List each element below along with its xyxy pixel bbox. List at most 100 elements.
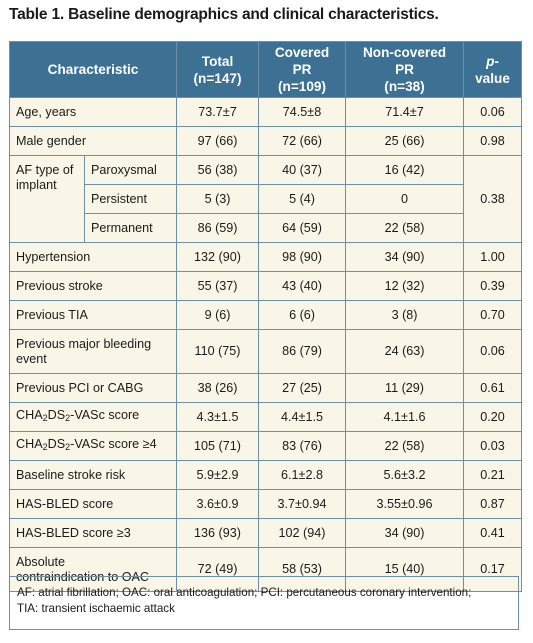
row-label: HAS-BLED score ≥3 bbox=[8, 518, 178, 548]
table-row: HAS-BLED score 3.6±0.9 3.7±0.94 3.55±0.9… bbox=[8, 489, 523, 519]
header-row: Characteristic Total (n=147) Covered PR (n… bbox=[8, 41, 523, 98]
cell-covered: 58 (53) bbox=[258, 547, 347, 592]
cell-total: 55 (37) bbox=[176, 271, 260, 301]
cell-covered: 40 (37) bbox=[258, 155, 347, 185]
header-noncovered-line1: Non-covered PR bbox=[362, 45, 447, 77]
row-label-line1: Absolute bbox=[16, 554, 66, 569]
cell-total: 38 (26) bbox=[176, 373, 260, 403]
cell-pvalue: 0.20 bbox=[463, 402, 523, 432]
cell-noncovered: 3.55±0.96 bbox=[345, 489, 465, 519]
cell-noncovered: 16 (42) bbox=[345, 155, 465, 185]
cell-covered: 102 (94) bbox=[258, 518, 347, 548]
table-row: HAS-BLED score ≥3 136 (93) 102 (94) 34 (… bbox=[8, 518, 523, 548]
footnote-line1: AF: atrial fibrillation; OAC: oral antic… bbox=[17, 586, 472, 599]
cell-pvalue: 0.70 bbox=[463, 300, 523, 330]
cell-total: 72 (49) bbox=[176, 547, 260, 592]
header-covered: Covered PR (n=109) bbox=[258, 41, 347, 98]
row-sublabel: Permanent bbox=[83, 213, 178, 243]
row-label: Age, years bbox=[8, 97, 178, 127]
cell-noncovered: 12 (32) bbox=[345, 271, 465, 301]
label-part: CHA bbox=[16, 437, 43, 451]
table-row: CHA2DS2-VASc score 4.3±1.5 4.4±1.5 4.1±1… bbox=[8, 402, 523, 432]
header-covered-line2: (n=109) bbox=[278, 79, 326, 94]
table-row: Hypertension 132 (90) 98 (90) 34 (90) 1.… bbox=[8, 242, 523, 272]
cell-total: 86 (59) bbox=[176, 213, 260, 243]
row-sublabel: Paroxysmal bbox=[83, 155, 178, 185]
row-label: Male gender bbox=[8, 126, 178, 156]
cell-covered: 64 (59) bbox=[258, 213, 347, 243]
cell-total: 73.7±7 bbox=[176, 97, 260, 127]
label-part: DS bbox=[47, 408, 66, 422]
footnote-line2: TIA: transient ischaemic attack bbox=[17, 602, 175, 615]
cell-covered: 6 (6) bbox=[258, 300, 347, 330]
row-label: HAS-BLED score bbox=[8, 489, 178, 519]
cell-total: 97 (66) bbox=[176, 126, 260, 156]
cell-noncovered: 71.4±7 bbox=[345, 97, 465, 127]
cell-covered: 72 (66) bbox=[258, 126, 347, 156]
cell-noncovered: 11 (29) bbox=[345, 373, 465, 403]
cell-covered: 86 (79) bbox=[258, 329, 347, 374]
table-row: CHA2DS2-VASc score ≥4 105 (71) 83 (76) 2… bbox=[8, 431, 523, 461]
label-part: CHA bbox=[16, 408, 43, 422]
cell-covered: 6.1±2.8 bbox=[258, 460, 347, 490]
cell-noncovered: 15 (40) bbox=[345, 547, 465, 592]
cell-pvalue: 0.38 bbox=[463, 155, 523, 243]
row-label: Previous stroke bbox=[8, 271, 178, 301]
cell-total: 3.6±0.9 bbox=[176, 489, 260, 519]
label-subscript: 2 bbox=[65, 413, 71, 423]
table-caption: Table 1. Baseline demographics and clini… bbox=[9, 6, 439, 23]
header-pvalue-rest: -value bbox=[475, 53, 510, 86]
cell-pvalue: 0.41 bbox=[463, 518, 523, 548]
row-label-line1: Previous major bleeding bbox=[16, 336, 152, 351]
cell-total: 136 (93) bbox=[176, 518, 260, 548]
row-label: Hypertension bbox=[8, 242, 178, 272]
cell-pvalue: 0.87 bbox=[463, 489, 523, 519]
table-row: Persistent 5 (3) 5 (4) 0 bbox=[10, 184, 522, 214]
table-row: Previous PCI or CABG 38 (26) 27 (25) 11 … bbox=[8, 373, 523, 403]
label-part: -VASc score bbox=[70, 408, 140, 422]
cell-pvalue: 0.17 bbox=[463, 547, 523, 592]
row-sublabel: Persistent bbox=[83, 184, 178, 214]
cell-pvalue: 0.98 bbox=[463, 126, 523, 156]
cell-noncovered: 34 (90) bbox=[345, 518, 465, 548]
row-label: Previous TIA bbox=[8, 300, 178, 330]
cell-total: 132 (90) bbox=[176, 242, 260, 272]
cell-total: 105 (71) bbox=[176, 431, 260, 461]
table-row: Absolute contraindication to OAC 72 (49) … bbox=[8, 547, 523, 592]
label-part: DS bbox=[47, 437, 66, 451]
table-row: Male gender 97 (66) 72 (66) 25 (66) 0.98 bbox=[8, 126, 523, 156]
table-row: Previous TIA 9 (6) 6 (6) 3 (8) 0.70 bbox=[8, 300, 523, 330]
header-characteristic: Characteristic bbox=[8, 41, 178, 98]
cell-noncovered: 34 (90) bbox=[345, 242, 465, 272]
row-label: CHA2DS2-VASc score ≥4 bbox=[8, 431, 178, 461]
row-label: Absolute contraindication to OAC bbox=[8, 547, 178, 592]
row-label: Previous major bleeding event bbox=[8, 329, 178, 374]
demographics-table: Characteristic Total (n=147) Covered PR (n… bbox=[8, 41, 523, 592]
cell-noncovered: 25 (66) bbox=[345, 126, 465, 156]
header-covered-line1: Covered PR bbox=[274, 45, 330, 77]
header-total: Total (n=147) bbox=[176, 41, 260, 98]
table-row: Baseline stroke risk 5.9±2.9 6.1±2.8 5.6… bbox=[8, 460, 523, 490]
header-pvalue-italic: p bbox=[486, 53, 495, 69]
label-subscript: 2 bbox=[65, 442, 71, 452]
cell-pvalue: 0.39 bbox=[463, 271, 523, 301]
row-label: CHA2DS2-VASc score bbox=[8, 402, 178, 432]
cell-total: 56 (38) bbox=[176, 155, 260, 185]
cell-noncovered: 5.6±3.2 bbox=[345, 460, 465, 490]
cell-pvalue: 0.03 bbox=[463, 431, 523, 461]
table-footnote: AF: atrial fibrillation; OAC: oral antic… bbox=[9, 576, 519, 630]
cell-pvalue: 0.06 bbox=[463, 97, 523, 127]
cell-total: 9 (6) bbox=[176, 300, 260, 330]
cell-covered: 74.5±8 bbox=[258, 97, 347, 127]
cell-covered: 3.7±0.94 bbox=[258, 489, 347, 519]
cell-covered: 83 (76) bbox=[258, 431, 347, 461]
header-total-line1: Total bbox=[201, 53, 234, 69]
table-row: Age, years 73.7±7 74.5±8 71.4±7 0.06 bbox=[8, 97, 523, 127]
cell-pvalue: 1.00 bbox=[463, 242, 523, 272]
cell-pvalue: 0.61 bbox=[463, 373, 523, 403]
cell-covered: 98 (90) bbox=[258, 242, 347, 272]
cell-total: 5.9±2.9 bbox=[176, 460, 260, 490]
cell-noncovered: 3 (8) bbox=[345, 300, 465, 330]
cell-total: 110 (75) bbox=[176, 329, 260, 374]
label-subscript: 2 bbox=[42, 442, 48, 452]
